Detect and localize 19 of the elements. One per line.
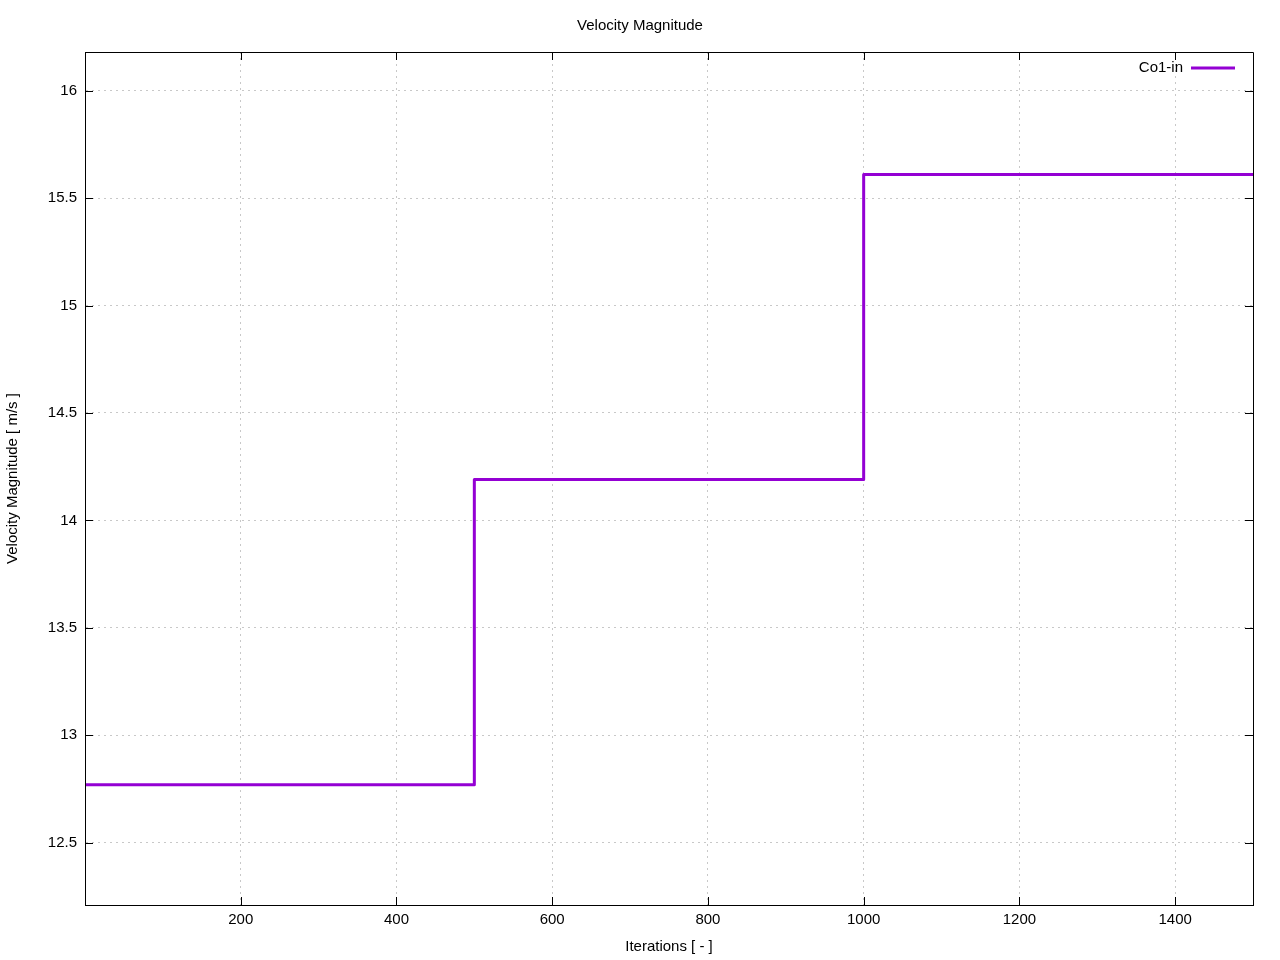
x-tick-label: 800 — [695, 910, 721, 928]
y-tick-label: 12.5 — [47, 832, 77, 850]
y-tick-label: 14 — [60, 510, 77, 528]
y-tick-label: 14.5 — [47, 403, 77, 421]
x-tick-label: 400 — [383, 910, 409, 928]
y-tick-label: 13.5 — [47, 617, 77, 635]
y-tick-label: 15.5 — [47, 188, 77, 206]
y-tick-label: 15 — [60, 295, 77, 313]
x-tick-label: 600 — [539, 910, 565, 928]
legend-label: Co1-in — [1138, 58, 1183, 76]
chart-title: Velocity Magnitude — [577, 16, 703, 34]
x-tick-label: 1000 — [846, 910, 881, 928]
y-tick-label: 16 — [60, 80, 77, 98]
y-tick-label: 13 — [60, 725, 77, 743]
y-axis-title: Velocity Magnitude [ m/s ] — [3, 393, 21, 564]
x-tick-label: 200 — [228, 910, 254, 928]
x-axis-title: Iterations [ - ] — [625, 937, 713, 955]
x-tick-label: 1200 — [1002, 910, 1037, 928]
x-tick-label: 1400 — [1158, 910, 1192, 928]
